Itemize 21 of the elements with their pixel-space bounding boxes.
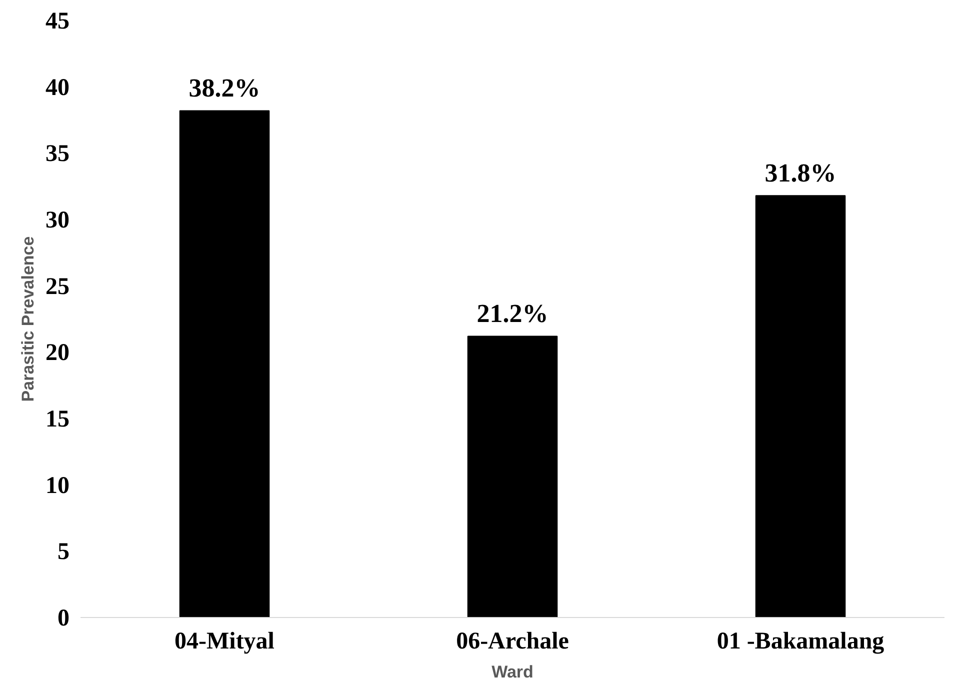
y-tick-label: 35 — [46, 141, 70, 168]
x-axis-title: Ward — [492, 662, 534, 682]
y-tick-label: 45 — [46, 8, 70, 34]
bar — [467, 336, 558, 618]
y-tick-label: 15 — [46, 406, 70, 432]
y-axis-title: Parasitic Prevalence — [18, 236, 38, 402]
y-tick-label: 40 — [46, 74, 70, 101]
data-label: 31.8% — [764, 158, 836, 188]
x-tick-label: 04-Mityal — [174, 628, 275, 654]
y-tick-label: 5 — [58, 539, 70, 566]
x-tick-label: 06-Archale — [456, 628, 570, 654]
y-tick-label: 20 — [46, 340, 70, 366]
x-tick-label: 01 -Bakamalang — [716, 628, 884, 654]
bar — [755, 195, 846, 618]
y-tick-label: 30 — [46, 208, 70, 234]
bar — [179, 110, 270, 618]
y-tick-label: 25 — [46, 274, 70, 300]
data-label: 38.2% — [188, 74, 260, 103]
y-tick-label: 10 — [46, 472, 70, 499]
y-tick-label: 0 — [58, 606, 70, 632]
data-label: 21.2% — [476, 299, 548, 328]
